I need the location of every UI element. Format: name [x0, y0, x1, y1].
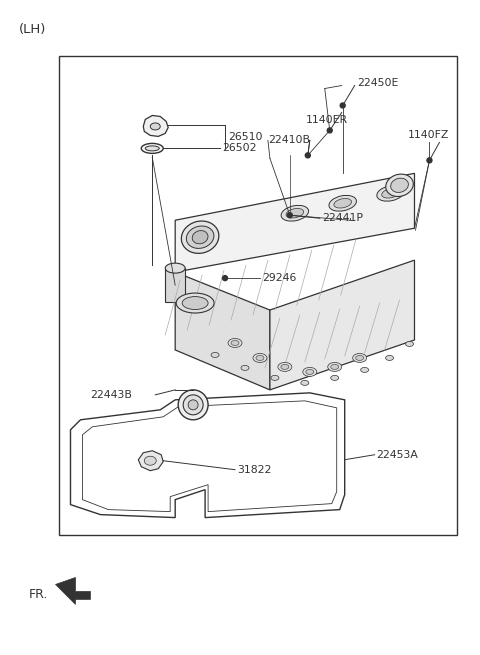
Ellipse shape — [186, 226, 214, 248]
Polygon shape — [270, 260, 415, 390]
Ellipse shape — [281, 206, 309, 221]
Ellipse shape — [356, 356, 364, 360]
Ellipse shape — [178, 390, 208, 420]
Ellipse shape — [231, 341, 239, 345]
Text: 26510: 26510 — [228, 132, 263, 142]
Ellipse shape — [188, 400, 198, 410]
Polygon shape — [138, 451, 163, 471]
Text: 26502: 26502 — [222, 143, 256, 153]
Polygon shape — [175, 174, 415, 272]
Ellipse shape — [406, 341, 413, 346]
Text: 22453A: 22453A — [377, 450, 419, 460]
Polygon shape — [175, 272, 270, 390]
Bar — [59, 56, 457, 534]
Ellipse shape — [181, 221, 219, 253]
Ellipse shape — [281, 364, 289, 369]
Text: FR.: FR. — [29, 588, 48, 601]
Ellipse shape — [241, 365, 249, 371]
Circle shape — [288, 213, 292, 217]
Ellipse shape — [256, 356, 264, 360]
Ellipse shape — [377, 185, 404, 201]
Ellipse shape — [329, 195, 357, 211]
Text: 31822: 31822 — [237, 464, 271, 475]
Polygon shape — [165, 268, 185, 302]
Ellipse shape — [278, 362, 292, 371]
Circle shape — [340, 103, 345, 108]
Ellipse shape — [141, 143, 163, 153]
Ellipse shape — [360, 367, 369, 373]
Ellipse shape — [353, 354, 367, 362]
Polygon shape — [144, 115, 168, 136]
Ellipse shape — [192, 231, 208, 244]
Ellipse shape — [145, 146, 159, 151]
Circle shape — [427, 158, 432, 163]
Text: 29246: 29246 — [262, 273, 296, 283]
Ellipse shape — [385, 356, 394, 360]
Circle shape — [327, 128, 332, 133]
Ellipse shape — [144, 457, 156, 465]
Ellipse shape — [286, 208, 304, 218]
Ellipse shape — [182, 297, 208, 310]
Ellipse shape — [386, 174, 413, 196]
Circle shape — [305, 153, 310, 158]
Text: 22441P: 22441P — [322, 214, 363, 223]
Ellipse shape — [228, 339, 242, 347]
Text: 1140FZ: 1140FZ — [408, 130, 449, 140]
Polygon shape — [56, 578, 90, 605]
Text: 1140ER: 1140ER — [306, 115, 348, 126]
Ellipse shape — [382, 189, 399, 198]
Ellipse shape — [331, 375, 339, 381]
Ellipse shape — [176, 293, 214, 313]
Ellipse shape — [253, 354, 267, 362]
Ellipse shape — [211, 352, 219, 358]
Circle shape — [223, 276, 228, 280]
Ellipse shape — [271, 375, 279, 381]
Ellipse shape — [306, 369, 314, 375]
Ellipse shape — [303, 367, 317, 377]
Ellipse shape — [165, 263, 185, 273]
Ellipse shape — [301, 381, 309, 385]
Ellipse shape — [334, 198, 351, 208]
Ellipse shape — [150, 123, 160, 130]
Text: 22443B: 22443B — [90, 390, 132, 400]
Text: 22450E: 22450E — [358, 77, 399, 88]
Ellipse shape — [328, 362, 342, 371]
Text: 22410B: 22410B — [268, 136, 310, 145]
Text: (LH): (LH) — [19, 23, 46, 35]
Ellipse shape — [391, 178, 408, 193]
Ellipse shape — [183, 395, 203, 415]
Ellipse shape — [331, 364, 339, 369]
